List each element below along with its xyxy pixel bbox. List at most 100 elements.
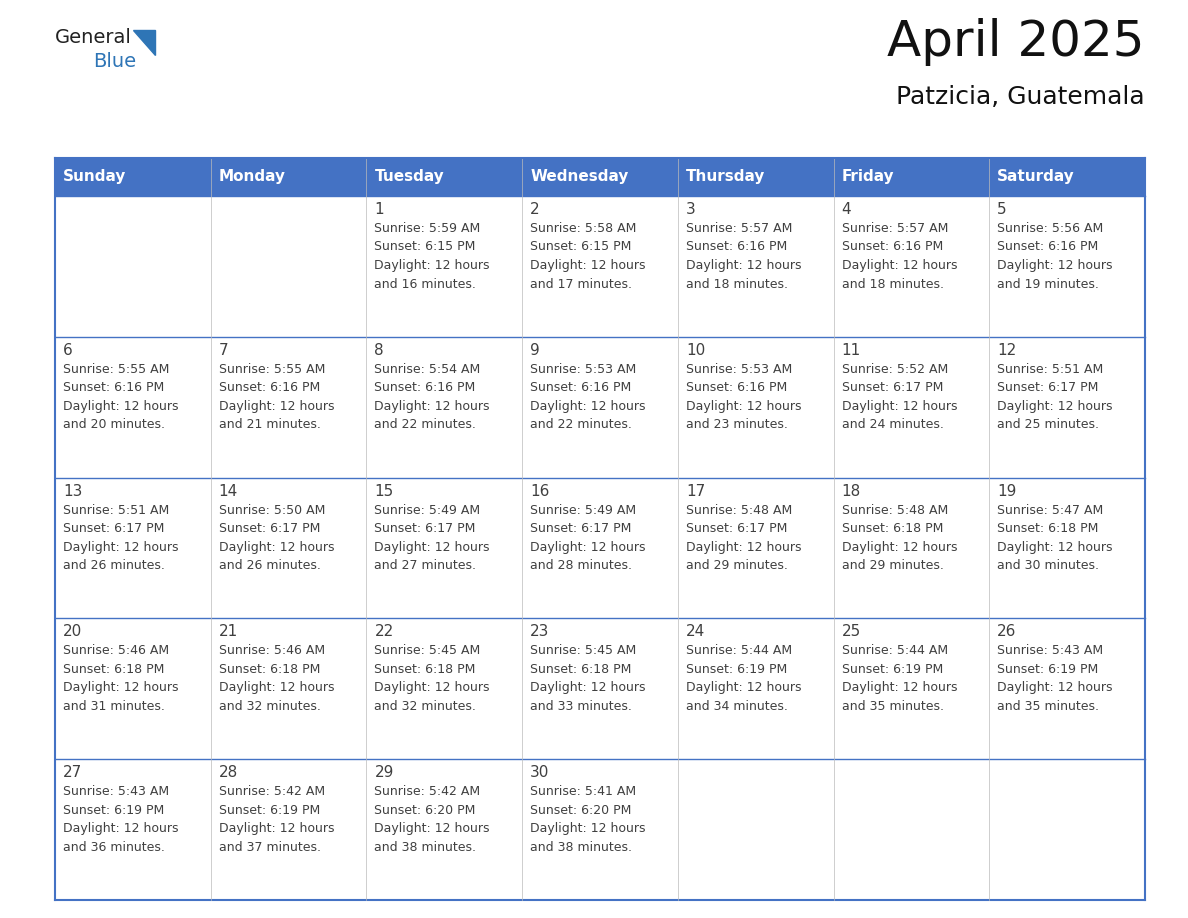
Text: 6: 6 [63, 342, 72, 358]
Text: Sunrise: 5:56 AM
Sunset: 6:16 PM
Daylight: 12 hours
and 19 minutes.: Sunrise: 5:56 AM Sunset: 6:16 PM Dayligh… [997, 222, 1113, 290]
Text: Sunrise: 5:58 AM
Sunset: 6:15 PM
Daylight: 12 hours
and 17 minutes.: Sunrise: 5:58 AM Sunset: 6:15 PM Dayligh… [530, 222, 645, 290]
Bar [523, 337, 678, 477]
Text: 20: 20 [63, 624, 82, 640]
Text: Sunday: Sunday [63, 170, 126, 185]
Text: 26: 26 [997, 624, 1017, 640]
Text: Sunrise: 5:49 AM
Sunset: 6:17 PM
Daylight: 12 hours
and 28 minutes.: Sunrise: 5:49 AM Sunset: 6:17 PM Dayligh… [530, 504, 645, 572]
Text: 1: 1 [374, 202, 384, 217]
Text: Sunrise: 5:59 AM
Sunset: 6:15 PM
Daylight: 12 hours
and 16 minutes.: Sunrise: 5:59 AM Sunset: 6:15 PM Dayligh… [374, 222, 489, 290]
Text: General: General [55, 28, 132, 47]
Bar [366, 196, 523, 337]
Bar [678, 337, 834, 477]
Text: Sunrise: 5:45 AM
Sunset: 6:18 PM
Daylight: 12 hours
and 32 minutes.: Sunrise: 5:45 AM Sunset: 6:18 PM Dayligh… [374, 644, 489, 713]
Text: Sunrise: 5:55 AM
Sunset: 6:16 PM
Daylight: 12 hours
and 21 minutes.: Sunrise: 5:55 AM Sunset: 6:16 PM Dayligh… [219, 363, 334, 431]
Bar [990, 158, 1145, 196]
Bar [55, 619, 210, 759]
Text: 25: 25 [841, 624, 861, 640]
Text: 21: 21 [219, 624, 238, 640]
Text: Sunrise: 5:42 AM
Sunset: 6:20 PM
Daylight: 12 hours
and 38 minutes.: Sunrise: 5:42 AM Sunset: 6:20 PM Dayligh… [374, 785, 489, 854]
Bar [210, 759, 366, 900]
Bar [834, 158, 990, 196]
Text: 16: 16 [530, 484, 550, 498]
Text: Thursday: Thursday [685, 170, 765, 185]
Bar [678, 759, 834, 900]
Bar [523, 158, 678, 196]
Text: 15: 15 [374, 484, 393, 498]
Text: Sunrise: 5:49 AM
Sunset: 6:17 PM
Daylight: 12 hours
and 27 minutes.: Sunrise: 5:49 AM Sunset: 6:17 PM Dayligh… [374, 504, 489, 572]
Text: 24: 24 [685, 624, 706, 640]
Text: Sunrise: 5:50 AM
Sunset: 6:17 PM
Daylight: 12 hours
and 26 minutes.: Sunrise: 5:50 AM Sunset: 6:17 PM Dayligh… [219, 504, 334, 572]
Text: 9: 9 [530, 342, 539, 358]
Text: 23: 23 [530, 624, 550, 640]
Text: Sunrise: 5:46 AM
Sunset: 6:18 PM
Daylight: 12 hours
and 32 minutes.: Sunrise: 5:46 AM Sunset: 6:18 PM Dayligh… [219, 644, 334, 713]
Bar [834, 759, 990, 900]
Bar [366, 477, 523, 619]
Text: 27: 27 [63, 766, 82, 780]
Text: Sunrise: 5:48 AM
Sunset: 6:17 PM
Daylight: 12 hours
and 29 minutes.: Sunrise: 5:48 AM Sunset: 6:17 PM Dayligh… [685, 504, 802, 572]
Bar [990, 477, 1145, 619]
Text: Sunrise: 5:51 AM
Sunset: 6:17 PM
Daylight: 12 hours
and 26 minutes.: Sunrise: 5:51 AM Sunset: 6:17 PM Dayligh… [63, 504, 178, 572]
Text: Patzicia, Guatemala: Patzicia, Guatemala [897, 85, 1145, 109]
Text: Sunrise: 5:43 AM
Sunset: 6:19 PM
Daylight: 12 hours
and 36 minutes.: Sunrise: 5:43 AM Sunset: 6:19 PM Dayligh… [63, 785, 178, 854]
Text: Wednesday: Wednesday [530, 170, 628, 185]
Text: Sunrise: 5:46 AM
Sunset: 6:18 PM
Daylight: 12 hours
and 31 minutes.: Sunrise: 5:46 AM Sunset: 6:18 PM Dayligh… [63, 644, 178, 713]
Bar [834, 196, 990, 337]
Bar [834, 619, 990, 759]
Text: Sunrise: 5:57 AM
Sunset: 6:16 PM
Daylight: 12 hours
and 18 minutes.: Sunrise: 5:57 AM Sunset: 6:16 PM Dayligh… [841, 222, 958, 290]
Bar [366, 337, 523, 477]
Text: Sunrise: 5:44 AM
Sunset: 6:19 PM
Daylight: 12 hours
and 34 minutes.: Sunrise: 5:44 AM Sunset: 6:19 PM Dayligh… [685, 644, 802, 713]
Bar [55, 196, 210, 337]
Text: 11: 11 [841, 342, 861, 358]
Bar [678, 196, 834, 337]
Bar [990, 759, 1145, 900]
Text: Monday: Monday [219, 170, 286, 185]
Text: 4: 4 [841, 202, 851, 217]
Text: Sunrise: 5:51 AM
Sunset: 6:17 PM
Daylight: 12 hours
and 25 minutes.: Sunrise: 5:51 AM Sunset: 6:17 PM Dayligh… [997, 363, 1113, 431]
Bar [990, 196, 1145, 337]
Text: Sunrise: 5:53 AM
Sunset: 6:16 PM
Daylight: 12 hours
and 23 minutes.: Sunrise: 5:53 AM Sunset: 6:16 PM Dayligh… [685, 363, 802, 431]
Bar [55, 759, 210, 900]
Text: Sunrise: 5:42 AM
Sunset: 6:19 PM
Daylight: 12 hours
and 37 minutes.: Sunrise: 5:42 AM Sunset: 6:19 PM Dayligh… [219, 785, 334, 854]
Bar [523, 477, 678, 619]
Text: Saturday: Saturday [997, 170, 1075, 185]
Bar [366, 619, 523, 759]
Text: 12: 12 [997, 342, 1017, 358]
Text: 17: 17 [685, 484, 706, 498]
Bar [523, 619, 678, 759]
Bar [678, 158, 834, 196]
Text: Sunrise: 5:41 AM
Sunset: 6:20 PM
Daylight: 12 hours
and 38 minutes.: Sunrise: 5:41 AM Sunset: 6:20 PM Dayligh… [530, 785, 645, 854]
Text: 8: 8 [374, 342, 384, 358]
Text: 7: 7 [219, 342, 228, 358]
Bar [55, 158, 210, 196]
Bar [523, 196, 678, 337]
Text: Sunrise: 5:44 AM
Sunset: 6:19 PM
Daylight: 12 hours
and 35 minutes.: Sunrise: 5:44 AM Sunset: 6:19 PM Dayligh… [841, 644, 958, 713]
Bar [210, 619, 366, 759]
Text: Sunrise: 5:52 AM
Sunset: 6:17 PM
Daylight: 12 hours
and 24 minutes.: Sunrise: 5:52 AM Sunset: 6:17 PM Dayligh… [841, 363, 958, 431]
Bar [990, 619, 1145, 759]
Text: Sunrise: 5:45 AM
Sunset: 6:18 PM
Daylight: 12 hours
and 33 minutes.: Sunrise: 5:45 AM Sunset: 6:18 PM Dayligh… [530, 644, 645, 713]
Bar [990, 337, 1145, 477]
Text: 22: 22 [374, 624, 393, 640]
Text: Tuesday: Tuesday [374, 170, 444, 185]
Text: Sunrise: 5:55 AM
Sunset: 6:16 PM
Daylight: 12 hours
and 20 minutes.: Sunrise: 5:55 AM Sunset: 6:16 PM Dayligh… [63, 363, 178, 431]
Text: Sunrise: 5:48 AM
Sunset: 6:18 PM
Daylight: 12 hours
and 29 minutes.: Sunrise: 5:48 AM Sunset: 6:18 PM Dayligh… [841, 504, 958, 572]
Bar [210, 158, 366, 196]
Text: 19: 19 [997, 484, 1017, 498]
Bar [55, 337, 210, 477]
Text: Sunrise: 5:47 AM
Sunset: 6:18 PM
Daylight: 12 hours
and 30 minutes.: Sunrise: 5:47 AM Sunset: 6:18 PM Dayligh… [997, 504, 1113, 572]
Text: 5: 5 [997, 202, 1007, 217]
Bar [834, 337, 990, 477]
Bar [366, 158, 523, 196]
Text: April 2025: April 2025 [887, 18, 1145, 66]
Bar [678, 619, 834, 759]
Bar [366, 759, 523, 900]
Polygon shape [133, 30, 154, 55]
Text: Sunrise: 5:54 AM
Sunset: 6:16 PM
Daylight: 12 hours
and 22 minutes.: Sunrise: 5:54 AM Sunset: 6:16 PM Dayligh… [374, 363, 489, 431]
Bar [678, 477, 834, 619]
Text: 10: 10 [685, 342, 706, 358]
Text: 29: 29 [374, 766, 393, 780]
Text: 18: 18 [841, 484, 861, 498]
Bar [55, 477, 210, 619]
Bar [834, 477, 990, 619]
Text: 28: 28 [219, 766, 238, 780]
